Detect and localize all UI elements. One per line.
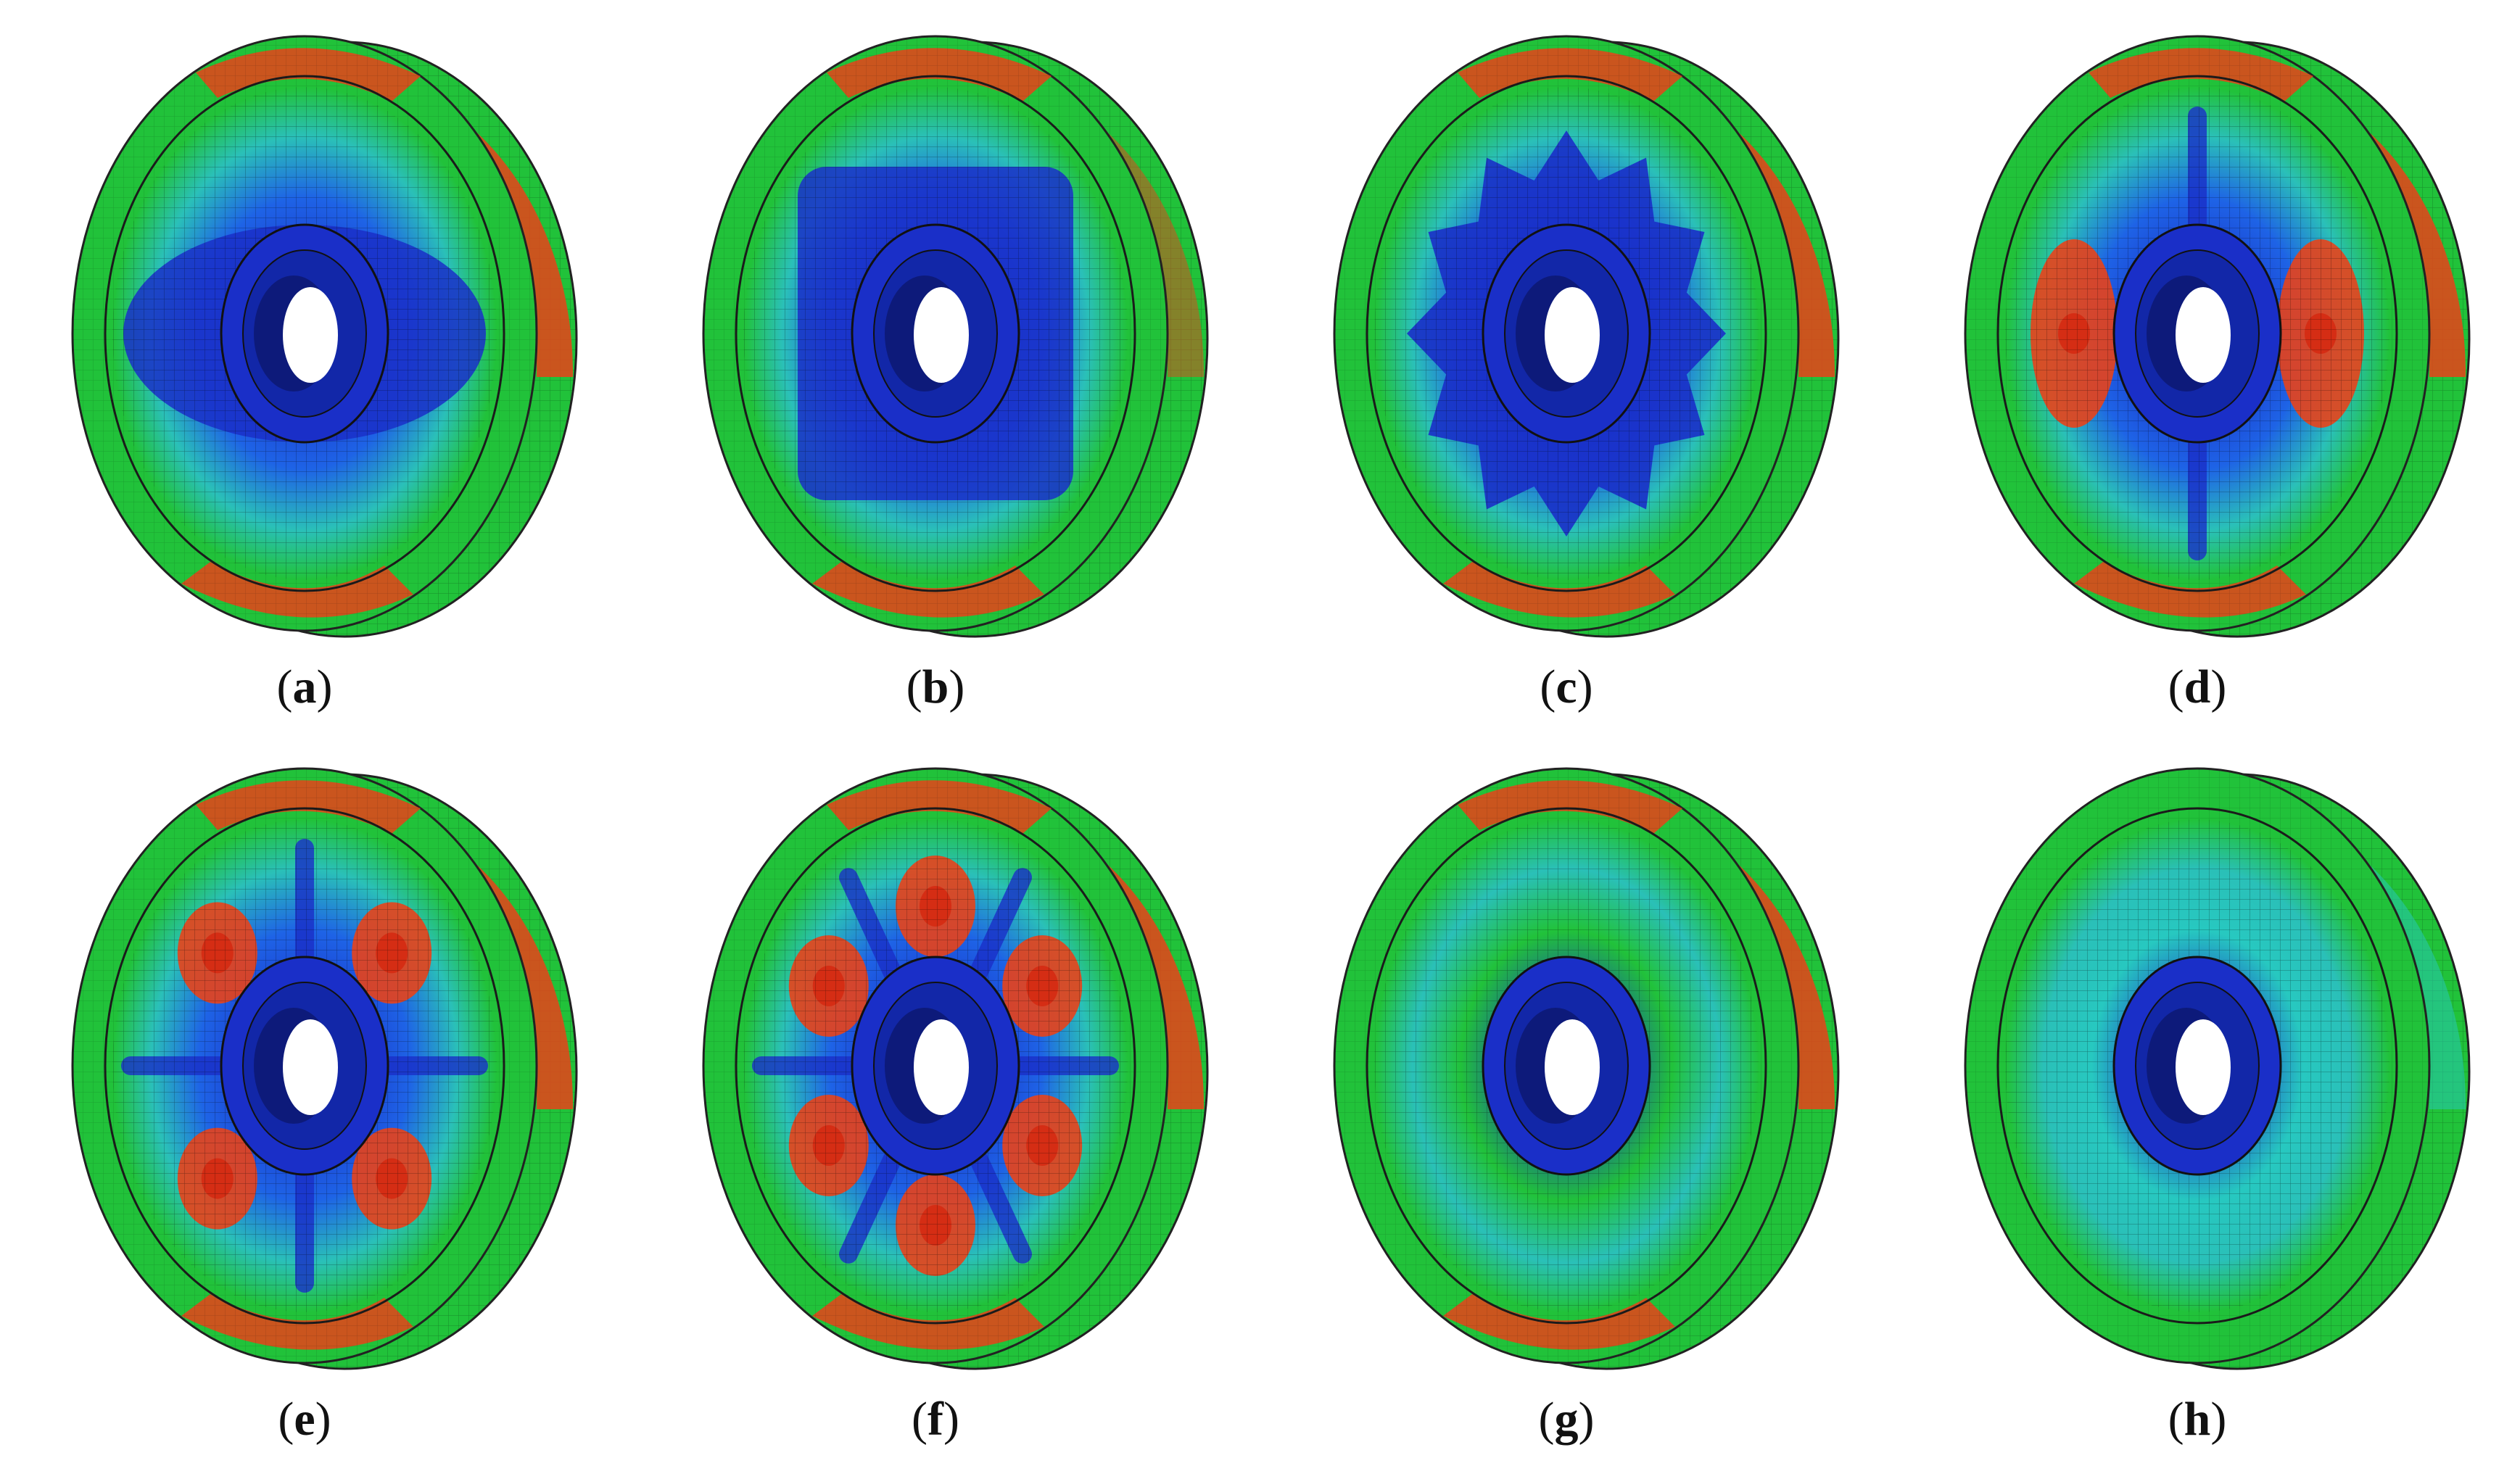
panel-caption: (a) bbox=[276, 660, 333, 713]
panel-caption: (f) bbox=[912, 1393, 959, 1446]
wheel-mode-shape bbox=[1333, 35, 1840, 638]
hub-bore bbox=[2176, 1019, 2231, 1115]
hub-bore bbox=[283, 287, 338, 383]
panel-label: g bbox=[1554, 1393, 1579, 1446]
hub-bore bbox=[1545, 1019, 1600, 1115]
panel-caption: (g) bbox=[1538, 1393, 1595, 1446]
wheel-mode-shape bbox=[702, 35, 1209, 638]
panel-label: a bbox=[292, 660, 317, 713]
panel-label: h bbox=[2184, 1393, 2211, 1446]
panel-label: c bbox=[1556, 660, 1577, 713]
panel-h: (h) bbox=[1914, 747, 2480, 1472]
panel-label: d bbox=[2184, 660, 2211, 713]
panel-caption: (d) bbox=[2168, 660, 2227, 713]
panel-label: e bbox=[294, 1393, 315, 1446]
panel-b: (b) bbox=[653, 14, 1218, 740]
panel-e: (e) bbox=[22, 747, 587, 1472]
hub-bore bbox=[1545, 287, 1600, 383]
panel-caption: (h) bbox=[2168, 1393, 2227, 1446]
panel-caption: (b) bbox=[906, 660, 965, 713]
panel-label: f bbox=[928, 1393, 943, 1446]
hub-bore bbox=[283, 1019, 338, 1115]
panel-c: (c) bbox=[1284, 14, 1849, 740]
hub-bore bbox=[914, 287, 969, 383]
wheel-mode-shape bbox=[71, 35, 578, 638]
panel-a: (a) bbox=[22, 14, 587, 740]
panel-g: (g) bbox=[1284, 747, 1849, 1472]
panel-caption: (c) bbox=[1540, 660, 1593, 713]
wheel-mode-shape bbox=[702, 767, 1209, 1370]
wheel-mode-shape bbox=[71, 767, 578, 1370]
wheel-mode-shape bbox=[1333, 767, 1840, 1370]
wheel-mode-shape bbox=[1964, 35, 2471, 638]
wheel-mode-shape bbox=[1964, 767, 2471, 1370]
panel-f: (f) bbox=[653, 747, 1218, 1472]
hub-bore bbox=[2176, 287, 2231, 383]
panel-d: (d) bbox=[1914, 14, 2480, 740]
hub-bore bbox=[914, 1019, 969, 1115]
panel-label: b bbox=[922, 660, 949, 713]
panel-caption: (e) bbox=[278, 1393, 331, 1446]
